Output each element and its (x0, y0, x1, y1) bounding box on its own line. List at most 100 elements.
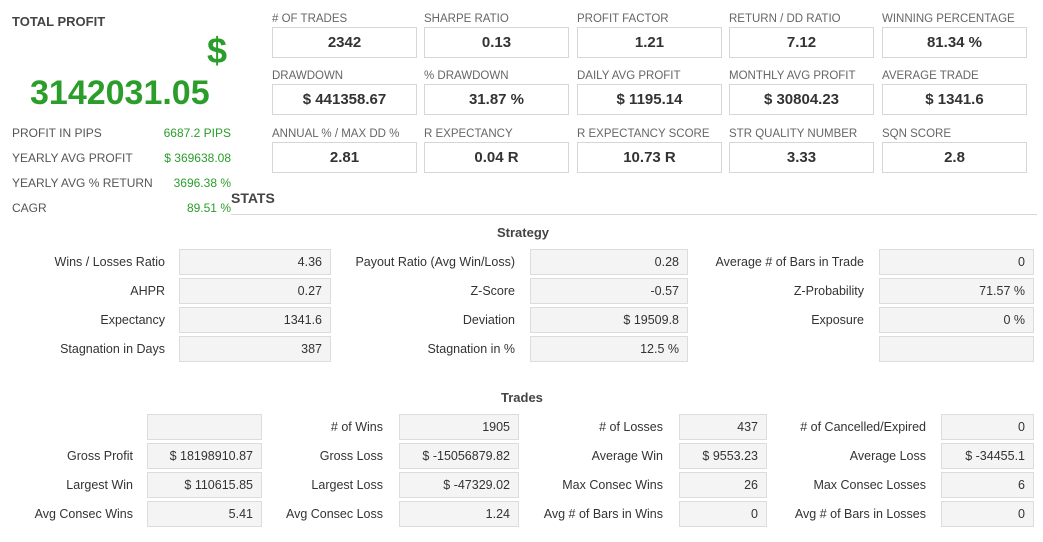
trades-label: Avg Consec Wins (34, 507, 133, 521)
metric-card: SHARPE RATIO 0.13 (424, 13, 569, 58)
strategy-value (879, 336, 1034, 362)
metric-value: $ 441358.67 (272, 84, 417, 115)
trades-value: 26 (679, 472, 767, 498)
trades-value: $ 110615.85 (147, 472, 262, 498)
strategy-value: 0 (879, 249, 1034, 275)
metric-label: SHARPE RATIO (424, 13, 509, 25)
trades-value: $ -34455.1 (941, 443, 1034, 469)
strategy-label: AHPR (130, 284, 165, 298)
trades-value: 0 (679, 501, 767, 527)
trades-label: Max Consec Wins (562, 478, 663, 492)
detail-label: CAGR (12, 201, 47, 215)
metric-value: 2.8 (882, 142, 1027, 173)
metric-label: R EXPECTANCY (424, 128, 513, 140)
strategy-value: 0.28 (530, 249, 688, 275)
trades-label: Avg # of Bars in Losses (794, 507, 926, 521)
metric-card: R EXPECTANCY 0.04 R (424, 128, 569, 173)
metric-label: SQN SCORE (882, 128, 952, 140)
metric-label: % DRAWDOWN (424, 70, 509, 82)
metric-card: SQN SCORE 2.8 (882, 128, 1027, 173)
metric-value: 2342 (272, 27, 417, 58)
metric-value: 7.12 (729, 27, 874, 58)
divider (231, 214, 1037, 215)
strategy-label: Deviation (462, 313, 515, 327)
metric-label: ANNUAL % / MAX DD % (272, 128, 400, 140)
trades-value (147, 414, 262, 440)
strategy-value: 0.27 (179, 278, 331, 304)
strategy-label: Stagnation in Days (60, 342, 165, 356)
strategy-label: Wins / Losses Ratio (54, 255, 165, 269)
strategy-value: 4.36 (179, 249, 331, 275)
trades-label: Max Consec Losses (813, 478, 926, 492)
trades-label: Largest Loss (311, 478, 383, 492)
metric-label: DAILY AVG PROFIT (577, 70, 681, 82)
detail-label: YEARLY AVG % RETURN (12, 176, 153, 190)
metric-card: MONTHLY AVG PROFIT $ 30804.23 (729, 70, 874, 115)
metric-value: 0.04 R (424, 142, 569, 173)
trades-label: Gross Profit (67, 449, 133, 463)
trades-value: 0 (941, 414, 1034, 440)
trades-label: # of Losses (599, 420, 663, 434)
trades-title: Trades (501, 390, 543, 405)
strategy-value: $ 19509.8 (530, 307, 688, 333)
trades-label: Average Loss (849, 449, 926, 463)
metric-card: DAILY AVG PROFIT $ 1195.14 (577, 70, 722, 115)
metric-value: 0.13 (424, 27, 569, 58)
currency-symbol: $ (207, 30, 228, 71)
metric-label: DRAWDOWN (272, 70, 344, 82)
metric-value: 10.73 R (577, 142, 722, 173)
metric-card: STR QUALITY NUMBER 3.33 (729, 128, 874, 173)
strategy-label: Stagnation in % (427, 342, 515, 356)
trades-value: 5.41 (147, 501, 262, 527)
total-profit-label: TOTAL PROFIT (12, 14, 106, 29)
metric-value: $ 30804.23 (729, 84, 874, 115)
trades-label: Avg # of Bars in Wins (543, 507, 663, 521)
stats-title: STATS (231, 190, 275, 206)
metric-card: PROFIT FACTOR 1.21 (577, 13, 722, 58)
trades-label: Gross Loss (319, 449, 383, 463)
metric-card: # OF TRADES 2342 (272, 13, 417, 58)
metric-value: 3.33 (729, 142, 874, 173)
trades-value: 1905 (399, 414, 519, 440)
metric-card: RETURN / DD RATIO 7.12 (729, 13, 874, 58)
trades-value: 0 (941, 501, 1034, 527)
trades-label: # of Cancelled/Expired (800, 420, 926, 434)
strategy-label: Z-Score (470, 284, 515, 298)
trades-value: $ 18198910.87 (147, 443, 262, 469)
trades-label: Avg Consec Loss (285, 507, 383, 521)
metric-value: $ 1195.14 (577, 84, 722, 115)
metric-value: $ 1341.6 (882, 84, 1027, 115)
detail-value: 3696.38 % (173, 176, 231, 190)
metric-value: 31.87 % (424, 84, 569, 115)
trades-value: 1.24 (399, 501, 519, 527)
metric-label: PROFIT FACTOR (577, 13, 669, 25)
strategy-label: Expectancy (100, 313, 165, 327)
metric-card: ANNUAL % / MAX DD % 2.81 (272, 128, 417, 173)
strategy-label: Average # of Bars in Trade (715, 255, 864, 269)
metric-label: STR QUALITY NUMBER (729, 128, 858, 140)
trades-value: $ 9553.23 (679, 443, 767, 469)
metric-label: RETURN / DD RATIO (729, 13, 841, 25)
trades-label: Largest Win (66, 478, 133, 492)
detail-label: YEARLY AVG PROFIT (12, 151, 133, 165)
strategy-value: 387 (179, 336, 331, 362)
detail-value: 89.51 % (186, 201, 231, 215)
trades-label: # of Wins (330, 420, 383, 434)
metric-card: R EXPECTANCY SCORE 10.73 R (577, 128, 722, 173)
strategy-label: Z-Probability (793, 284, 864, 298)
strategy-value: 12.5 % (530, 336, 688, 362)
metric-label: MONTHLY AVG PROFIT (729, 70, 856, 82)
metric-label: AVERAGE TRADE (882, 70, 979, 82)
metric-card: AVERAGE TRADE $ 1341.6 (882, 70, 1027, 115)
strategy-title: Strategy (497, 225, 550, 240)
metric-card: WINNING PERCENTAGE 81.34 % (882, 13, 1027, 58)
metric-value: 2.81 (272, 142, 417, 173)
metric-card: DRAWDOWN $ 441358.67 (272, 70, 417, 115)
strategy-value: 0 % (879, 307, 1034, 333)
strategy-label: Exposure (811, 313, 864, 327)
strategy-label: Payout Ratio (Avg Win/Loss) (355, 255, 515, 269)
metric-card: % DRAWDOWN 31.87 % (424, 70, 569, 115)
metric-value: 1.21 (577, 27, 722, 58)
trades-value: $ -47329.02 (399, 472, 519, 498)
detail-label: PROFIT IN PIPS (12, 126, 102, 140)
